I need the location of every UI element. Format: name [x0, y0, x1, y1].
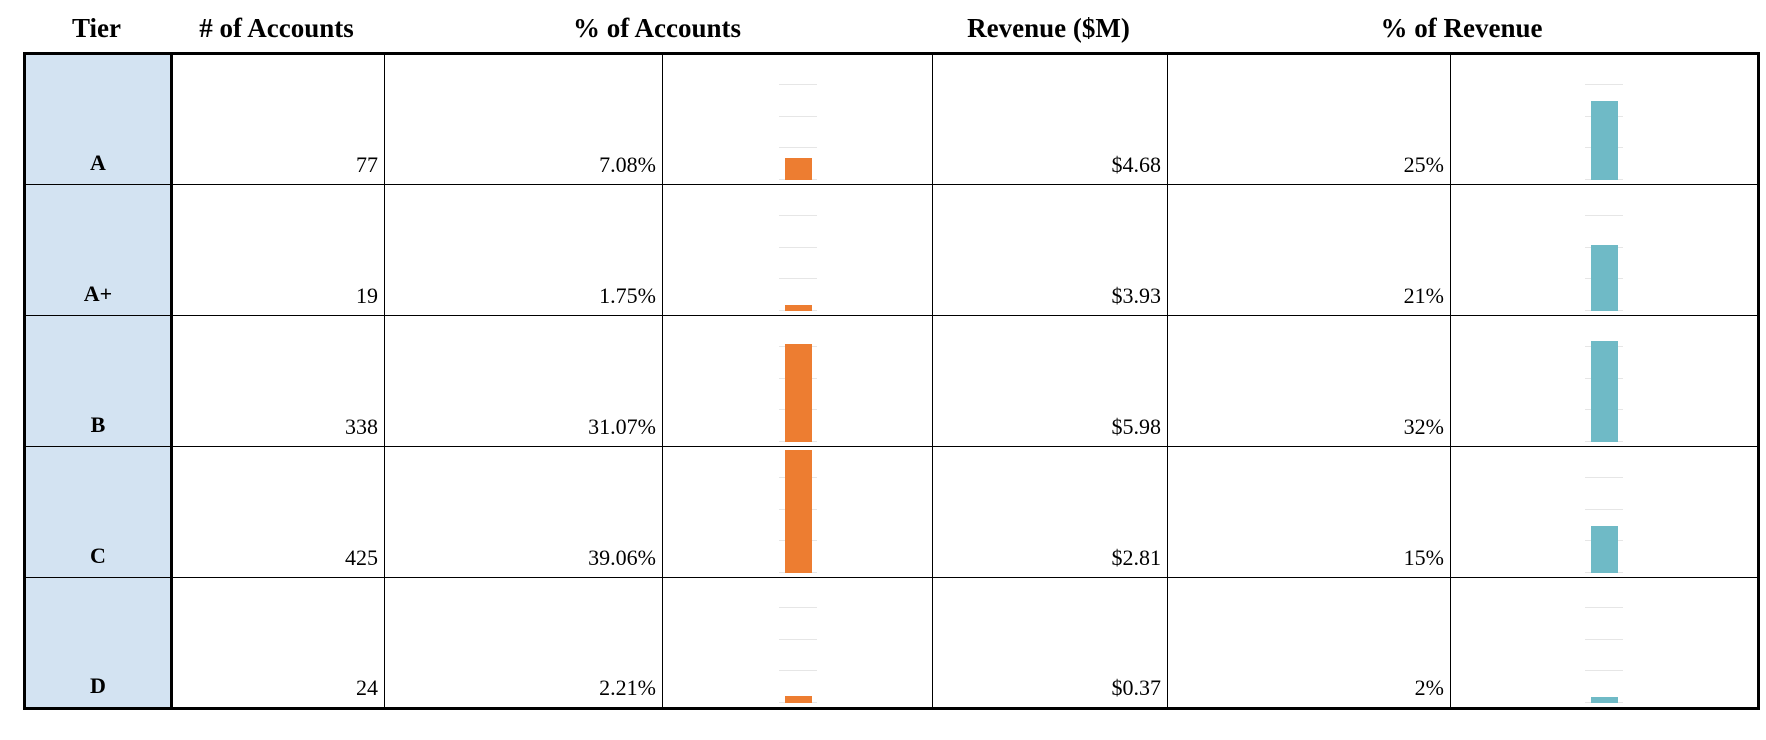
header-accounts: # of Accounts — [199, 13, 354, 43]
accounts-cell: 425 — [171, 446, 385, 578]
pct-accounts-chart-sparkline — [663, 55, 932, 184]
pct-revenue-cell: 21% — [1167, 184, 1451, 316]
table-row: A 77 7.08% $4.68 25% — [24, 53, 1759, 185]
pct-accounts-chart — [662, 446, 933, 578]
bar — [784, 449, 812, 573]
gridline — [778, 147, 817, 149]
bar — [784, 343, 812, 442]
pct-revenue-chart-sparkline — [1451, 316, 1757, 446]
table-row: D 24 2.21% $0.37 2% — [24, 577, 1759, 709]
accounts-cell: 77 — [171, 53, 385, 185]
pct-accounts-chart — [662, 577, 933, 709]
gridline — [778, 115, 817, 117]
pct-accounts-chart-sparkline — [663, 185, 932, 315]
header-pct-accounts: % of Accounts — [573, 13, 741, 43]
pct-accounts-chart-sparkline — [663, 447, 932, 577]
gridline — [1585, 84, 1623, 86]
table-row: A+ 19 1.75% $3.93 21% — [24, 184, 1759, 316]
bar — [1591, 340, 1618, 442]
gridline — [778, 670, 817, 672]
gridline — [1585, 215, 1623, 217]
bar — [1591, 244, 1618, 311]
pct-revenue-chart-sparkline — [1451, 447, 1757, 577]
pct-revenue-chart — [1450, 53, 1759, 185]
pct-accounts-cell: 31.07% — [384, 315, 663, 447]
table-row: C 425 39.06% $2.81 15% — [24, 446, 1759, 578]
tier-table: A 77 7.08% $4.68 25% A+ 19 1.75% $3.93 21% B 338 31.… — [23, 52, 1760, 710]
bar — [784, 696, 812, 703]
pct-revenue-chart — [1450, 446, 1759, 578]
accounts-cell: 19 — [171, 184, 385, 316]
pct-accounts-cell: 2.21% — [384, 577, 663, 709]
bar — [1591, 525, 1618, 573]
gridline — [778, 246, 817, 248]
bar — [1591, 696, 1618, 703]
revenue-cell: $3.93 — [932, 184, 1168, 316]
gridline — [778, 215, 817, 217]
pct-accounts-chart — [662, 315, 933, 447]
pct-revenue-cell: 15% — [1167, 446, 1451, 578]
pct-revenue-chart — [1450, 577, 1759, 709]
pct-accounts-cell: 1.75% — [384, 184, 663, 316]
pct-revenue-cell: 2% — [1167, 577, 1451, 709]
tier-cell: D — [24, 577, 173, 709]
pct-revenue-cell: 25% — [1167, 53, 1451, 185]
header-revenue: Revenue ($M) — [967, 13, 1130, 43]
gridline — [778, 607, 817, 609]
accounts-cell: 24 — [171, 577, 385, 709]
header-tier: Tier — [72, 13, 121, 43]
pct-revenue-chart — [1450, 184, 1759, 316]
pct-revenue-chart-sparkline — [1451, 185, 1757, 315]
pct-accounts-cell: 7.08% — [384, 53, 663, 185]
tier-cell: B — [24, 315, 173, 447]
gridline — [1585, 670, 1623, 672]
gridline — [778, 278, 817, 280]
gridline — [778, 638, 817, 640]
tier-cell: A — [24, 53, 173, 185]
gridline — [778, 84, 817, 86]
tier-cell: A+ — [24, 184, 173, 316]
revenue-cell: $5.98 — [932, 315, 1168, 447]
pct-revenue-chart — [1450, 315, 1759, 447]
pct-revenue-cell: 32% — [1167, 315, 1451, 447]
accounts-cell: 338 — [171, 315, 385, 447]
pct-accounts-chart — [662, 184, 933, 316]
gridline — [1585, 477, 1623, 479]
header-pct-revenue: % of Revenue — [1380, 13, 1543, 43]
pct-revenue-chart-sparkline — [1451, 578, 1757, 707]
revenue-cell: $2.81 — [932, 446, 1168, 578]
table-row: B 338 31.07% $5.98 32% — [24, 315, 1759, 447]
revenue-cell: $0.37 — [932, 577, 1168, 709]
pct-accounts-cell: 39.06% — [384, 446, 663, 578]
bar — [784, 157, 812, 180]
pct-accounts-chart-sparkline — [663, 578, 932, 707]
bar — [1591, 101, 1618, 180]
pct-revenue-chart-sparkline — [1451, 55, 1757, 184]
tier-cell: C — [24, 446, 173, 578]
gridline — [1585, 508, 1623, 510]
pct-accounts-chart-sparkline — [663, 316, 932, 446]
bar — [784, 305, 812, 311]
pct-accounts-chart — [662, 53, 933, 185]
revenue-cell: $4.68 — [932, 53, 1168, 185]
gridline — [1585, 638, 1623, 640]
gridline — [1585, 607, 1623, 609]
